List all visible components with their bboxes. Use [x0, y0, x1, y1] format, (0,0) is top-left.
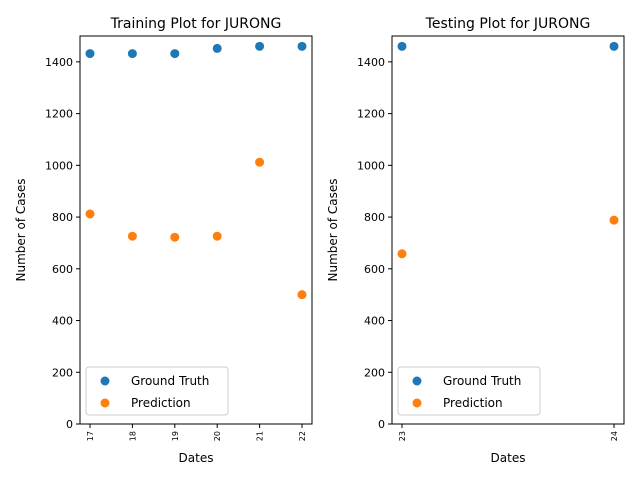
- point-prediction: [255, 157, 265, 167]
- chart-title: Testing Plot for JURONG: [425, 16, 591, 32]
- x-tick-label: 19: [171, 431, 180, 441]
- point-ground-truth: [127, 49, 137, 59]
- y-tick-label: 600: [364, 263, 385, 276]
- y-tick-label: 1000: [45, 159, 73, 172]
- point-prediction: [170, 232, 180, 242]
- point-prediction: [212, 231, 222, 241]
- legend-label: Ground Truth: [131, 374, 209, 388]
- y-tick-label: 800: [52, 211, 73, 224]
- point-prediction: [297, 290, 307, 300]
- point-ground-truth: [212, 43, 222, 53]
- point-ground-truth: [397, 41, 407, 51]
- y-tick-label: 1400: [357, 56, 385, 69]
- legend-marker: [412, 398, 422, 408]
- point-ground-truth: [85, 49, 95, 59]
- x-axis-label: Dates: [491, 451, 526, 465]
- chart-panel-1: Training Plot for JURONG 0 200 400 600 800 100…: [14, 16, 313, 465]
- y-tick-label: 0: [378, 418, 385, 431]
- x-tick-label: 24: [610, 431, 619, 441]
- y-tick-label: 600: [52, 263, 73, 276]
- legend-marker: [100, 398, 110, 408]
- legend-label: Ground Truth: [443, 374, 521, 388]
- point-ground-truth: [255, 41, 265, 51]
- legend-label: Prediction: [443, 396, 503, 410]
- plot-frame: [79, 35, 313, 425]
- y-tick-label: 1400: [45, 56, 73, 69]
- x-tick-label: 23: [398, 431, 407, 441]
- x-tick-label: 17: [86, 431, 95, 441]
- x-tick-label: 20: [213, 431, 222, 441]
- x-axis-label: Dates: [179, 451, 214, 465]
- point-prediction: [397, 249, 407, 259]
- chart-title: Training Plot for JURONG: [110, 16, 282, 32]
- legend-marker: [100, 376, 110, 386]
- legend-box: [85, 366, 229, 416]
- y-axis-label: Number of Cases: [14, 178, 28, 281]
- y-tick-label: 800: [364, 211, 385, 224]
- y-axis-label: Number of Cases: [326, 178, 340, 281]
- x-tick-label: 18: [128, 431, 137, 441]
- y-tick-label: 0: [66, 418, 73, 431]
- y-tick-label: 400: [52, 315, 73, 328]
- y-tick-label: 400: [364, 315, 385, 328]
- legend-label: Prediction: [131, 396, 191, 410]
- y-tick-label: 1200: [45, 108, 73, 121]
- y-tick-label: 1000: [357, 159, 385, 172]
- legend-marker: [412, 376, 422, 386]
- point-ground-truth: [609, 41, 619, 51]
- point-ground-truth: [297, 41, 307, 51]
- x-tick-label: 21: [256, 431, 265, 441]
- point-prediction: [609, 215, 619, 225]
- y-tick-label: 200: [364, 366, 385, 379]
- y-tick-label: 1200: [357, 108, 385, 121]
- point-prediction: [127, 231, 137, 241]
- chart-panel-2: Testing Plot for JURONG 0 200 400 600 800 1000…: [326, 16, 625, 465]
- plot-frame: [391, 35, 625, 425]
- y-tick-label: 200: [52, 366, 73, 379]
- point-ground-truth: [170, 49, 180, 59]
- legend-box: [397, 366, 541, 416]
- point-prediction: [85, 209, 95, 219]
- x-tick-label: 22: [298, 431, 307, 441]
